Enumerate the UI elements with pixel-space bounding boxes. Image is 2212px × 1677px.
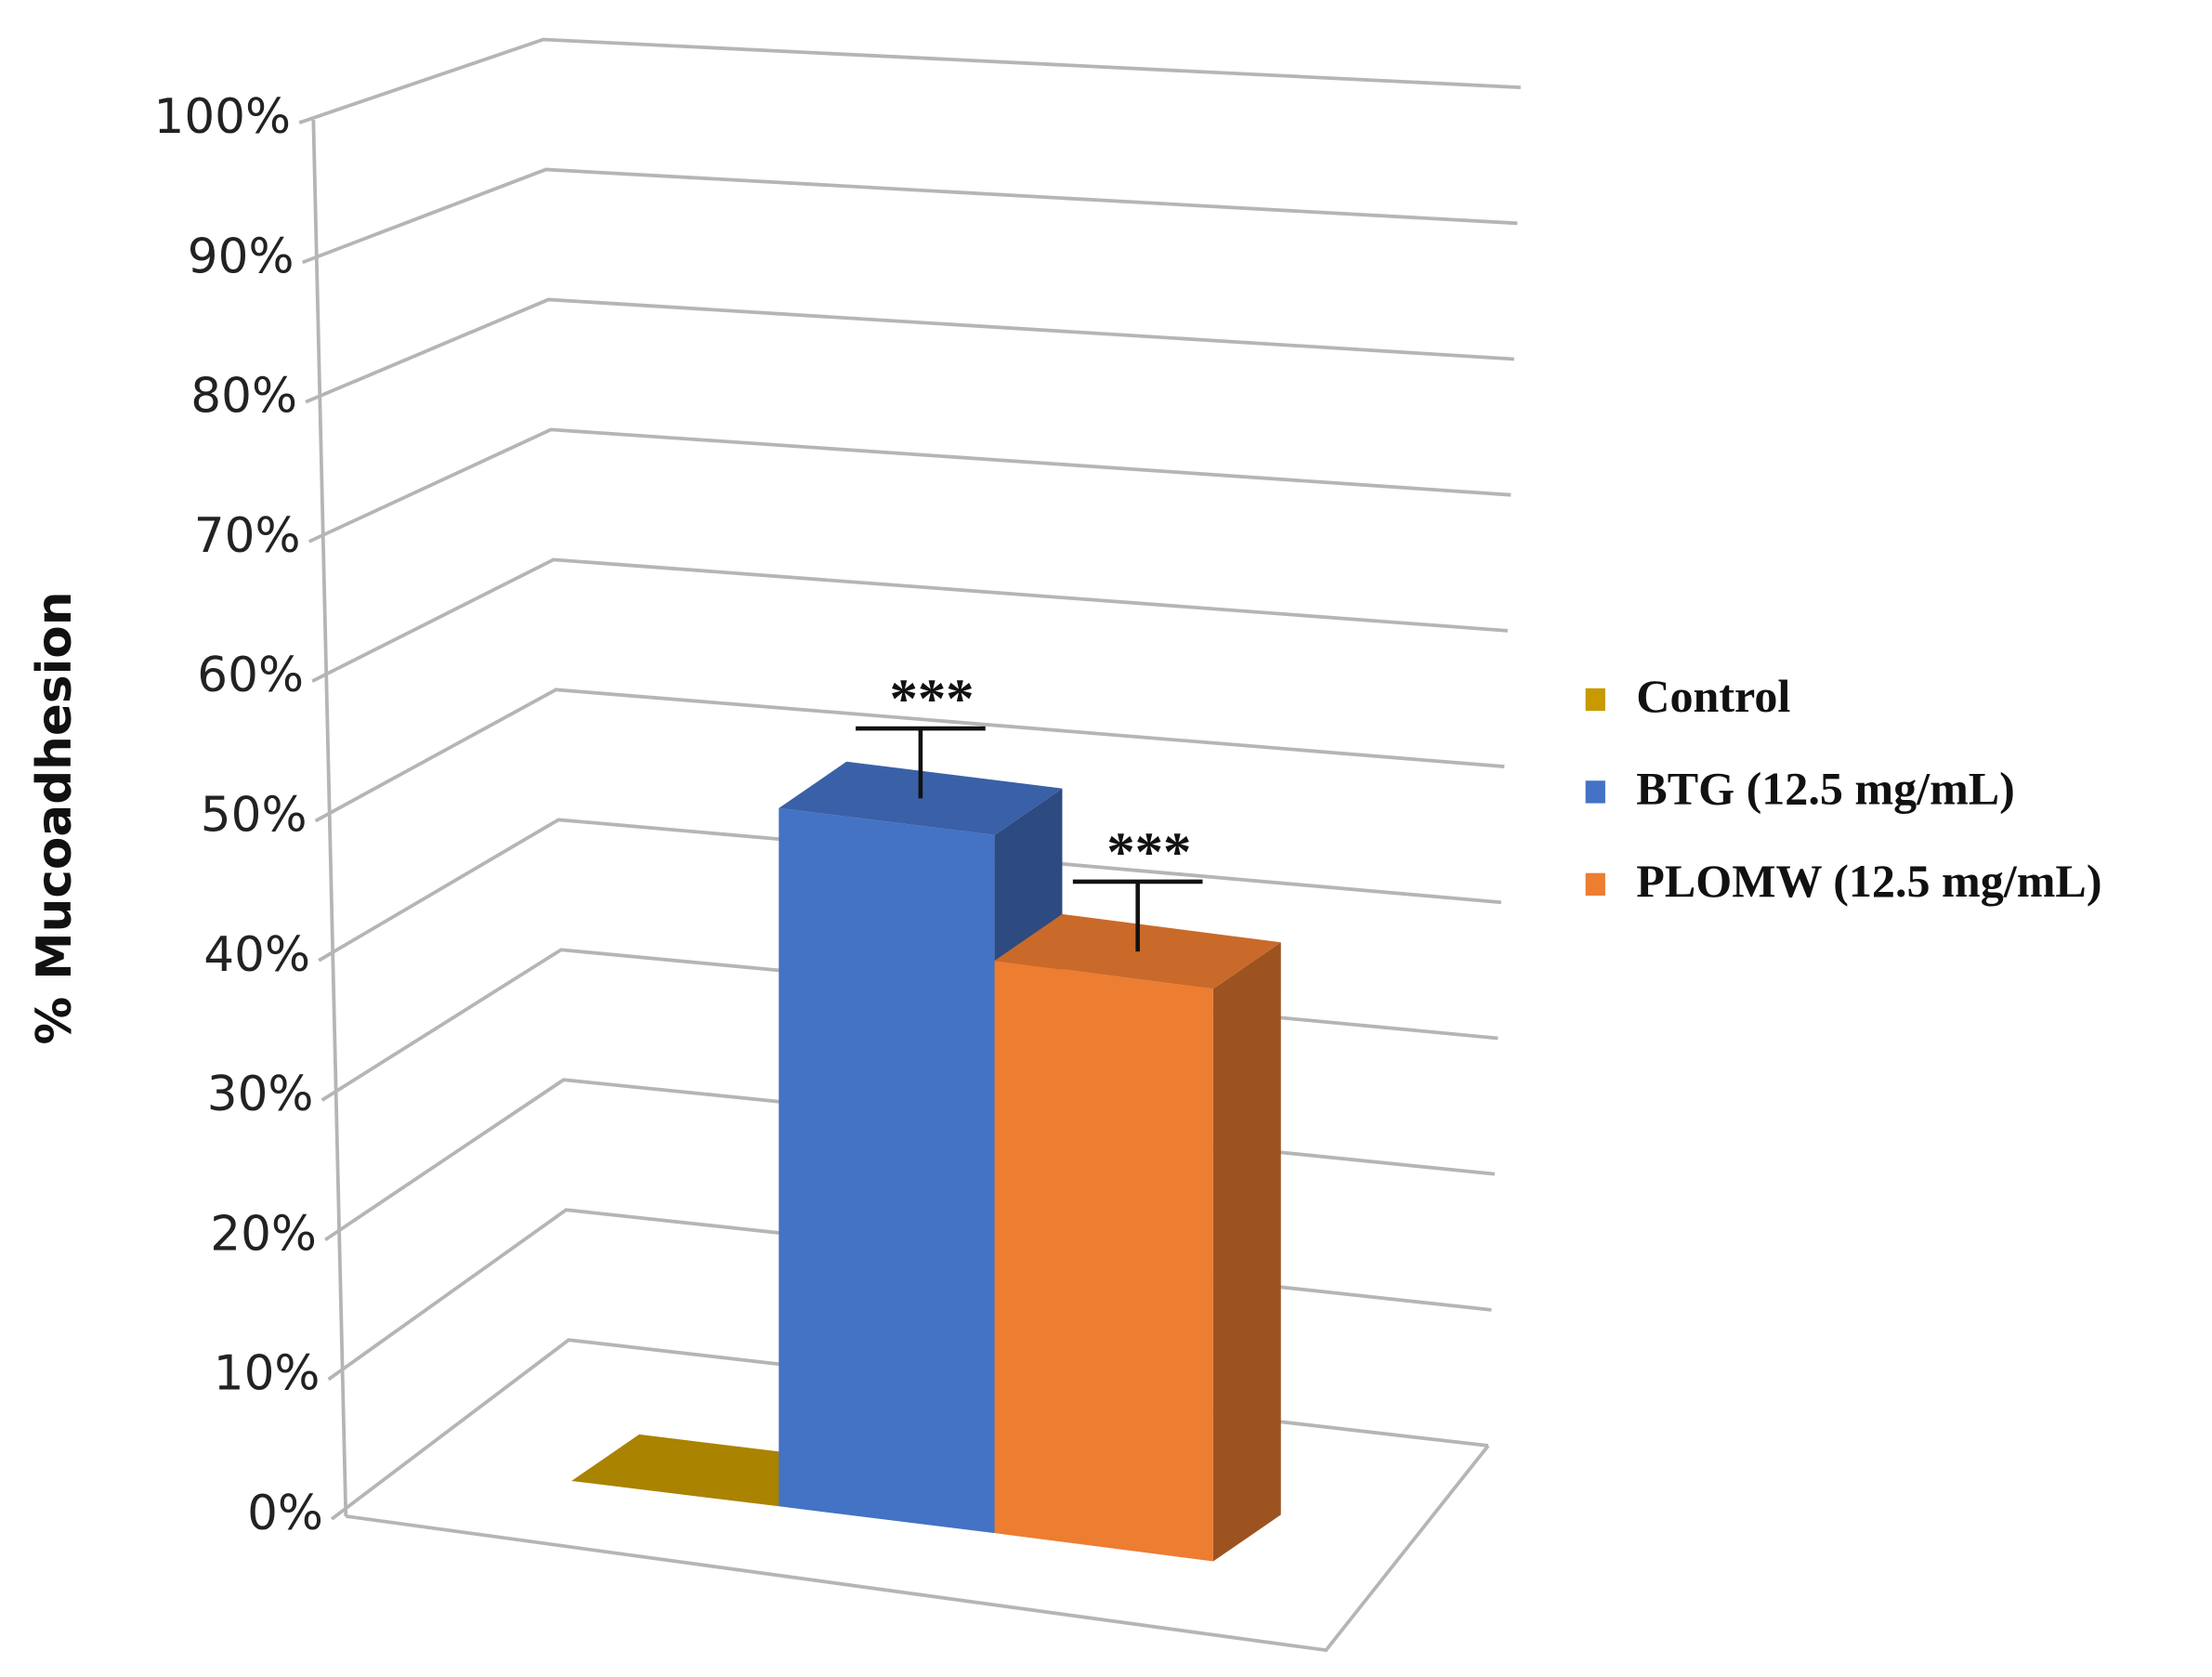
grid-line: [308, 427, 1512, 544]
y-tick-label: 0%: [247, 1486, 323, 1541]
y-axis-line: [311, 119, 348, 1516]
legend-swatch: [1585, 872, 1605, 896]
grid-line: [305, 297, 1514, 404]
significance-label: ***: [1106, 821, 1191, 884]
grid-line: [311, 557, 1508, 683]
grid-line: [314, 688, 1505, 823]
bar-top: [571, 1434, 847, 1507]
y-tick-label: 70%: [194, 508, 301, 564]
y-tick-label: 10%: [214, 1346, 321, 1402]
y-tick-label: 40%: [203, 927, 310, 983]
y-tick-label: 30%: [207, 1067, 314, 1122]
bar-front: [994, 960, 1213, 1562]
bar-side: [1212, 942, 1281, 1562]
y-tick-label: 50%: [201, 787, 308, 843]
y-tick-label: 100%: [154, 89, 292, 145]
y-tick-label: 90%: [188, 229, 294, 284]
legend-swatch: [1585, 688, 1605, 712]
legend-label: Control: [1636, 670, 1790, 722]
grid-line: [301, 167, 1518, 265]
floor-edge: [345, 1444, 1490, 1653]
significance-label: ***: [889, 668, 974, 730]
bar-front: [779, 807, 995, 1534]
y-axis-title: % Mucoadhesion: [27, 592, 83, 1045]
grid-line: [318, 818, 1502, 963]
legend-label: PLOMW (12.5 mg/mL): [1636, 855, 2101, 907]
y-tick-label: 20%: [210, 1206, 317, 1262]
legend-label: BTG (12.5 mg/mL): [1636, 762, 2015, 814]
legend-swatch: [1585, 780, 1605, 804]
y-tick-label: 80%: [190, 369, 297, 425]
grid-line: [298, 37, 1521, 124]
y-tick-label: 60%: [197, 648, 304, 703]
